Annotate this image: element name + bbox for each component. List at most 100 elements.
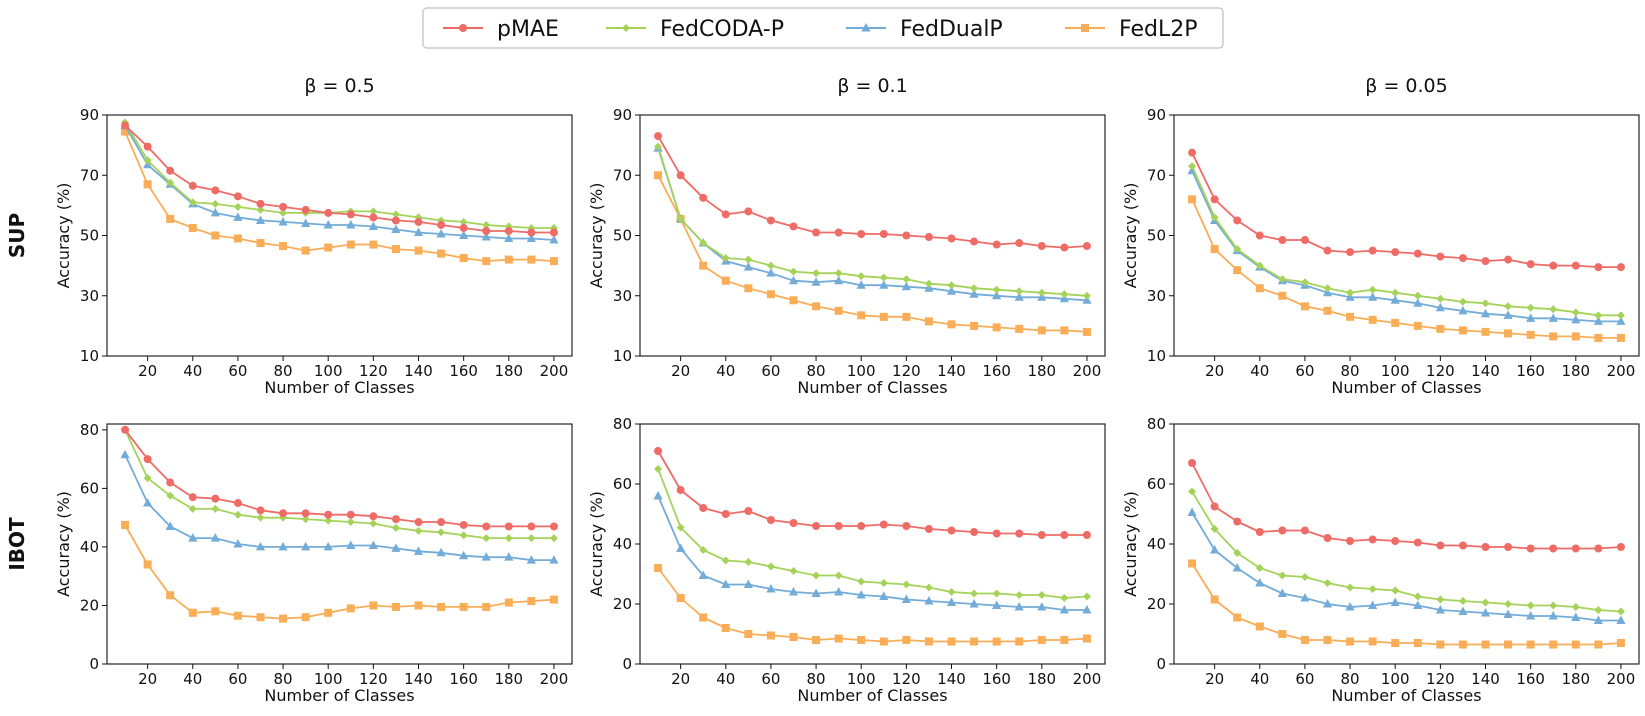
data-point [233,611,242,620]
data-point [698,570,708,579]
data-point [1526,611,1536,620]
data-point [1526,303,1535,312]
data-point [1458,297,1467,306]
data-point [1210,502,1219,511]
series-feddualp [653,491,1092,614]
data-point [676,523,685,532]
x-tick-label: 180 [1561,670,1590,688]
data-point [143,498,153,507]
data-point [301,218,311,227]
x-axis-label: Number of Classes [1331,686,1481,705]
x-tick-label: 200 [540,670,569,688]
data-point [437,528,446,537]
data-point [1391,248,1400,257]
y-axis-label: Accuracy (%) [587,491,606,597]
data-point [834,634,843,643]
x-tick-label: 120 [359,670,388,688]
data-point [901,281,911,291]
data-point [947,234,956,243]
data-point [279,202,288,211]
y-axis-label: Accuracy (%) [54,491,73,597]
data-point [414,217,423,226]
data-point [699,504,708,512]
data-point [1368,315,1377,324]
data-point [676,486,685,494]
data-point [527,597,536,606]
series-pmae [1188,148,1625,272]
row-label: SUP [5,213,29,258]
data-point [211,186,220,195]
data-point [459,531,468,540]
series-line [657,174,1087,333]
data-point [1435,302,1445,312]
data-point [211,231,220,240]
data-point [1323,246,1332,255]
data-point [789,519,798,527]
data-point [1616,263,1625,272]
x-tick-label: 140 [937,362,966,380]
data-point [1413,291,1422,300]
data-point [1458,606,1468,615]
x-tick-label: 180 [1561,362,1590,380]
series-feddualp [1187,165,1626,325]
data-point [482,257,491,266]
x-tick-label: 140 [404,362,433,380]
data-point [482,226,491,235]
data-point [143,474,152,483]
data-point [324,608,333,617]
data-point [1526,260,1535,269]
data-point [1300,593,1310,602]
data-point [1255,231,1264,240]
x-tick-label: 160 [449,362,478,380]
data-point [437,249,446,258]
series-line [657,146,1087,297]
data-point [459,230,469,239]
panel-ibot-2: 20 40 60 80 100 120 140 160 180 200020406080Numbe… [587,415,1106,705]
data-point [504,552,514,561]
data-point [255,541,266,551]
data-point [1037,636,1046,644]
data-point [744,207,753,216]
x-tick-label: 180 [1027,362,1056,380]
data-point [1481,257,1490,266]
data-point [947,526,956,535]
data-point [1616,316,1626,325]
data-point [1594,640,1603,649]
series-line [1191,491,1621,613]
data-point [970,284,979,293]
y-tick-label: 70 [613,166,632,184]
x-tick-label: 180 [494,362,523,380]
data-point [1571,314,1581,324]
legend-entry-fedl2p: FedL2P [1065,17,1197,42]
data-point [834,522,843,530]
data-point [324,208,333,217]
data-point [1458,640,1467,649]
data-point [256,199,265,208]
y-tick-label: 80 [80,421,99,439]
data-point [1255,564,1264,572]
data-point [1037,531,1046,539]
data-point [210,207,220,217]
data-point [188,493,197,502]
data-point [1436,541,1445,550]
data-point [1060,531,1069,539]
data-point [1232,563,1242,572]
data-point [1481,598,1490,607]
data-point [721,254,730,263]
data-point [743,262,753,271]
data-point [1504,255,1513,264]
data-point [301,515,310,524]
data-point [1346,537,1355,545]
data-point [654,447,663,455]
data-point [992,290,1002,300]
x-tick-label: 200 [1073,670,1102,688]
data-point [766,516,775,524]
data-point [947,281,956,290]
x-tick-label: 60 [1295,362,1314,380]
data-point [188,608,197,617]
data-point [857,522,866,530]
data-point [301,509,310,518]
x-tick-label: 100 [1381,670,1410,688]
data-point [766,562,775,571]
data-point [1368,535,1377,544]
